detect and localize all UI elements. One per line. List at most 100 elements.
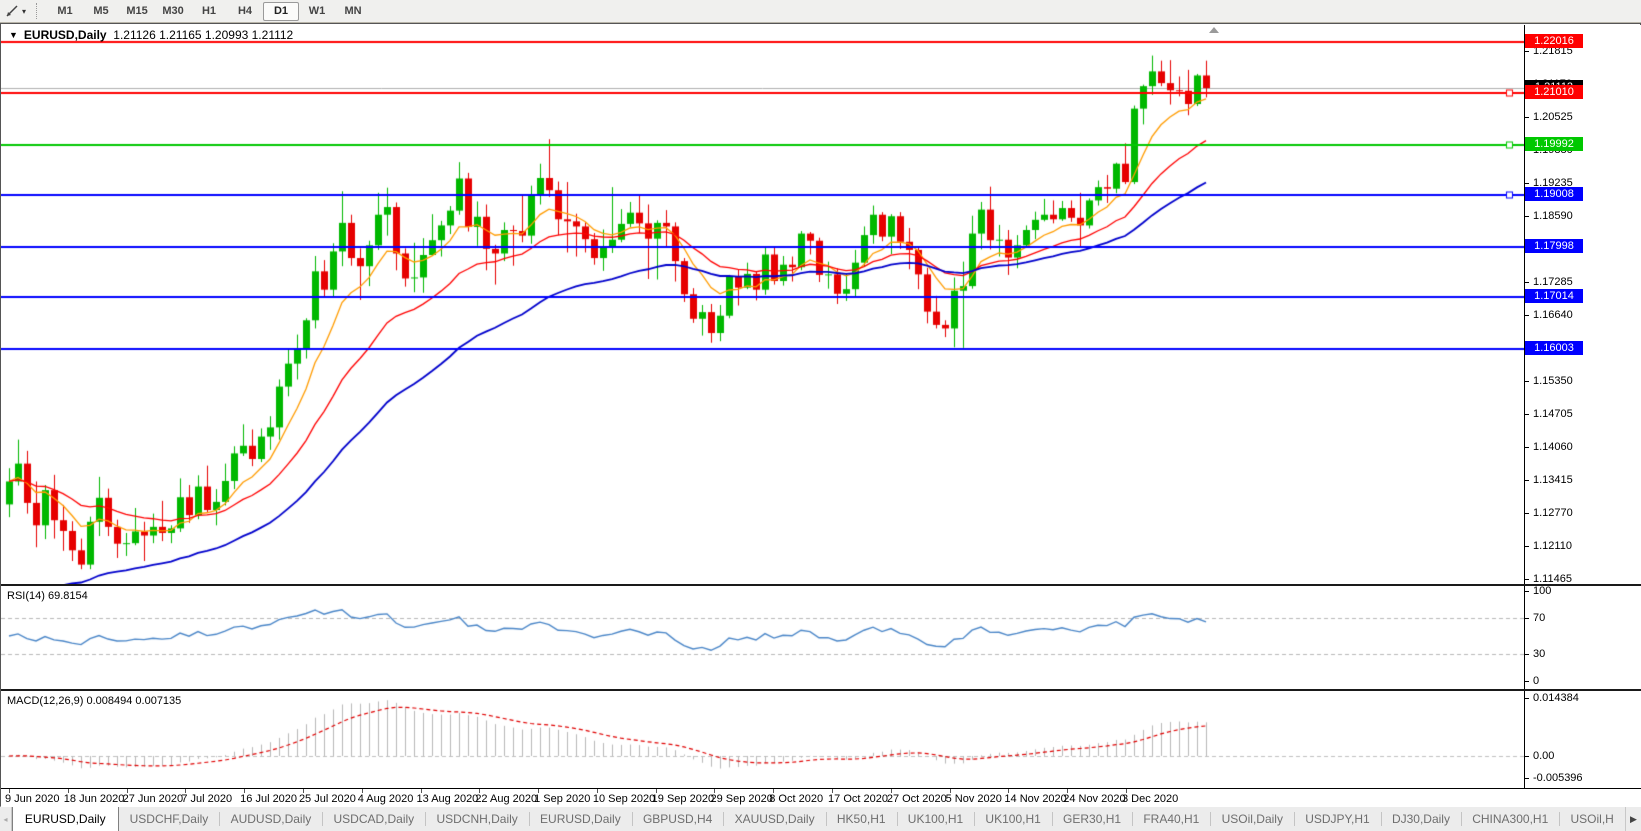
chart-tab-uk100-h1[interactable]: UK100,H1	[896, 807, 975, 831]
date-label: 5 Nov 2020	[945, 793, 1002, 805]
chart-tab-usoil-h[interactable]: USOil,H	[1559, 807, 1625, 831]
price-tick	[1524, 215, 1529, 217]
date-label: 25 Jul 2020	[298, 793, 356, 805]
timeframe-button-m1[interactable]: M1	[57, 5, 73, 17]
date-tick	[126, 789, 128, 793]
price-chart-canvas[interactable]	[1, 25, 1524, 584]
chart-cursor-icon	[6, 5, 18, 17]
rsi-tick-label: 0	[1533, 675, 1540, 687]
chevron-down-icon[interactable]: ▾	[22, 6, 27, 16]
price-tick-label: 1.19235	[1533, 176, 1573, 189]
chart-tab-uk100-h1[interactable]: UK100,H1	[974, 807, 1052, 831]
hline-price-label: 1.16003	[1525, 340, 1583, 355]
price-tick	[1524, 381, 1529, 382]
timeframe-button-m15[interactable]: M15	[126, 5, 148, 17]
timeframe-button-h1[interactable]: H1	[201, 5, 217, 17]
chart-tab-hk50-h1[interactable]: HK50,H1	[825, 807, 897, 831]
price-tick	[1524, 182, 1529, 184]
hline-price-label: 1.22016	[1525, 34, 1583, 48]
date-tick	[302, 789, 304, 793]
date-tick	[714, 789, 716, 793]
price-tick-label: 1.13415	[1533, 473, 1573, 486]
rsi-tick-label: 70	[1533, 612, 1546, 624]
chart-tab-usdcad-daily[interactable]: USDCAD,Daily	[322, 807, 425, 831]
timeframe-buttons: M1 M5 M15 M30 H1 H4 D1 W1 MN	[47, 1, 371, 21]
date-label: 8 Oct 2020	[769, 793, 824, 805]
chart-tab-usoil-daily[interactable]: USOil,Daily	[1210, 807, 1294, 831]
rsi-tick	[1524, 681, 1529, 682]
chart-tab-fra40-h1[interactable]: FRA40,H1	[1132, 807, 1210, 831]
date-label: 10 Sep 2020	[592, 793, 656, 805]
price-tick	[1524, 446, 1529, 448]
price-tick-label: 1.16640	[1533, 309, 1573, 322]
triangle-down-icon[interactable]: ▼	[9, 30, 18, 40]
chart-shift-marker[interactable]	[1209, 27, 1219, 33]
pane-divider[interactable]	[1, 689, 1641, 691]
macd-tick	[1524, 777, 1529, 779]
date-tick	[420, 789, 422, 793]
timeframe-button-mn[interactable]: MN	[344, 5, 362, 17]
price-tick-label: 1.12110	[1533, 540, 1572, 553]
tab-scroll-left-icon[interactable]: ◂	[0, 807, 12, 831]
rsi-tick	[1524, 618, 1529, 619]
rsi-indicator-canvas[interactable]	[1, 586, 1524, 689]
price-tick-label: 1.18590	[1533, 209, 1573, 222]
price-tick-label: 1.20525	[1533, 111, 1573, 124]
date-label: 9 Jun 2020	[5, 793, 60, 805]
hline-price-label: 1.19992	[1525, 137, 1583, 152]
price-axis[interactable]	[1524, 25, 1641, 788]
date-label: 18 Jun 2020	[63, 793, 125, 805]
macd-tick-label: -0.005396	[1533, 771, 1583, 784]
price-tick	[1524, 51, 1529, 53]
date-tick	[479, 789, 481, 793]
time-axis[interactable]: 9 Jun 2020 18 Jun 2020 27 Jun 2020 7 Jul 20…	[1, 788, 1641, 807]
date-tick	[9, 789, 10, 793]
tab-scroll-right-icon[interactable]: ▶	[1625, 807, 1641, 831]
chart-tab-audusd-daily[interactable]: AUDUSD,Daily	[219, 807, 322, 831]
chart-tab-usdchf-daily[interactable]: USDCHF,Daily	[129, 812, 209, 826]
cursor-tool-button[interactable]: ▾	[0, 3, 32, 19]
tabs: EURUSD,Daily USDCHF,Daily AUDUSD,Daily USDC…	[12, 806, 1625, 831]
date-tick	[596, 789, 598, 793]
price-tick-label: 1.21815	[1533, 45, 1573, 58]
pane-divider[interactable]	[1, 584, 1641, 586]
date-tick	[67, 789, 69, 793]
rsi-tick	[1524, 654, 1529, 655]
chart-tab-usdjpy-h1[interactable]: USDJPY,H1	[1294, 807, 1381, 831]
timeframe-button-h4[interactable]: H4	[237, 5, 253, 17]
rsi-label: RSI(14) 69.8154	[7, 590, 88, 602]
price-tick-label: 1.15350	[1533, 375, 1573, 387]
rsi-tick	[1524, 591, 1529, 592]
price-tick	[1524, 579, 1529, 581]
date-tick	[890, 789, 892, 793]
timeframe-button-d1[interactable]: D1	[263, 1, 300, 21]
chart-tab-xauusd-daily[interactable]: XAUUSD,Daily	[723, 807, 825, 831]
timeframe-button-m30[interactable]: M30	[162, 5, 184, 17]
symbol-name: EURUSD,Daily	[23, 28, 107, 42]
date-label: 16 Jul 2020	[240, 793, 298, 805]
chart-tab-gbpusd-h4[interactable]: GBPUSD,H4	[631, 807, 724, 831]
hline-price-label: 1.19008	[1525, 187, 1583, 202]
chart-tab-china300-h1[interactable]: CHINA300,H1	[1461, 807, 1559, 831]
chart-tab-eurusd-daily[interactable]: EURUSD,Daily	[12, 806, 119, 831]
chart-tab-usdcnh-daily[interactable]: USDCNH,Daily	[425, 807, 529, 831]
date-tick	[832, 789, 834, 793]
date-label: 1 Sep 2020	[534, 793, 591, 805]
hline-price-label: 1.17014	[1525, 289, 1583, 304]
date-label: 7 Jul 2020	[181, 793, 233, 805]
macd-label: MACD(12,26,9) 0.008494 0.007135	[7, 695, 182, 707]
hline-price-label: 1.17998	[1525, 238, 1583, 253]
date-label: 24 Nov 2020	[1063, 793, 1126, 805]
rsi-tick-label: 100	[1533, 585, 1552, 597]
chart-tab-ger30-h1[interactable]: GER30,H1	[1051, 807, 1132, 831]
chart-tab-dj30-daily[interactable]: DJ30,Daily	[1380, 807, 1461, 831]
toolbar-grip[interactable]	[36, 3, 41, 19]
date-label: 17 Oct 2020	[828, 793, 888, 805]
timeframe-button-w1[interactable]: W1	[308, 5, 326, 17]
timeframe-button-m5[interactable]: M5	[93, 5, 109, 17]
price-tick	[1524, 413, 1529, 415]
macd-tick-label: 0.014384	[1533, 692, 1579, 704]
chart-tab-eurusd-daily[interactable]: EURUSD,Daily	[528, 807, 632, 831]
ohlc-values: 1.21126 1.21165 1.20993 1.21112	[113, 28, 294, 42]
macd-indicator-canvas[interactable]	[1, 691, 1524, 788]
